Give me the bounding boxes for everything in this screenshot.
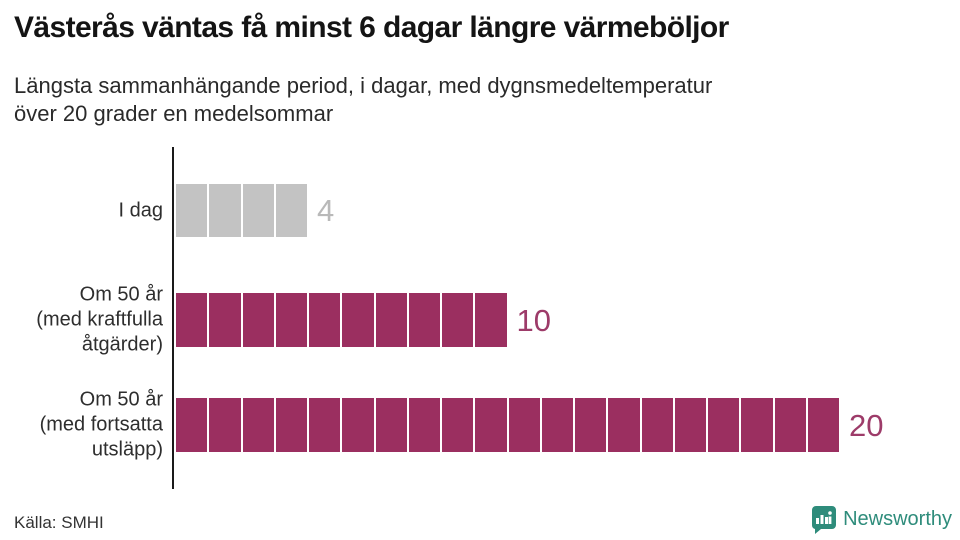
bar-segment (209, 293, 241, 347)
bar-segment (807, 398, 839, 452)
bar (176, 184, 307, 237)
value-label: 4 (317, 193, 335, 228)
bar-segment (176, 184, 208, 237)
bar-segment (242, 398, 274, 452)
bar-row: Om 50 år (med fortsatta utsläpp) 20 (0, 389, 960, 461)
bar-segment (408, 398, 440, 452)
value-label: 10 (516, 302, 551, 338)
bar-segment (641, 398, 673, 452)
bar-row: I dag 4 (0, 184, 960, 237)
value-label: 20 (849, 407, 884, 443)
bar-segment (275, 184, 307, 237)
bar-segment (708, 398, 740, 452)
bar-segment (375, 293, 407, 347)
bar-row: Om 50 år (med kraftfulla åtgärder) 10 (0, 284, 960, 356)
bar-segment (275, 293, 307, 347)
bar-segment (242, 184, 274, 237)
category-label: I dag (118, 199, 163, 221)
bar-segment (309, 293, 341, 347)
category-label: Om 50 år (med fortsatta utsläpp) (39, 388, 163, 461)
bar-segment (176, 293, 208, 347)
y-axis-line (172, 147, 174, 489)
bar-segment (741, 398, 773, 452)
bar-chart: I dag 4 Om 50 år (med kraftfulla åtgärder) 10… (0, 147, 960, 492)
bar-segment (342, 293, 374, 347)
chart-subtitle: Längsta sammanhängande period, i dagar, … (14, 73, 713, 126)
bar (176, 293, 507, 347)
bar-segment (541, 398, 573, 452)
bar-segment (209, 398, 241, 452)
bar-segment (475, 293, 507, 347)
bar-segment (608, 398, 640, 452)
bar-segment (674, 398, 706, 452)
bar-segment (442, 293, 474, 347)
bar-segment (209, 184, 241, 237)
bar-segment (408, 293, 440, 347)
source-note: Källa: SMHI (14, 513, 104, 532)
bar-segment (275, 398, 307, 452)
category-label: Om 50 år (med kraftfulla åtgärder) (36, 283, 163, 356)
bar-segment (309, 398, 341, 452)
chart-title: Västerås väntas få minst 6 dagar längre … (14, 11, 729, 44)
bar-segment (375, 398, 407, 452)
newsworthy-chart-bubble-icon (812, 506, 837, 534)
bar-segment (342, 398, 374, 452)
newsworthy-brand: Newsworthy (810, 505, 952, 534)
bar-segment (242, 293, 274, 347)
bar-segment (176, 398, 208, 452)
bar-segment (575, 398, 607, 452)
brand-wordmark: Newsworthy (843, 508, 952, 530)
bar-segment (774, 398, 806, 452)
bar-segment (475, 398, 507, 452)
bar (176, 398, 839, 452)
bar-segment (442, 398, 474, 452)
bar-segment (508, 398, 540, 452)
